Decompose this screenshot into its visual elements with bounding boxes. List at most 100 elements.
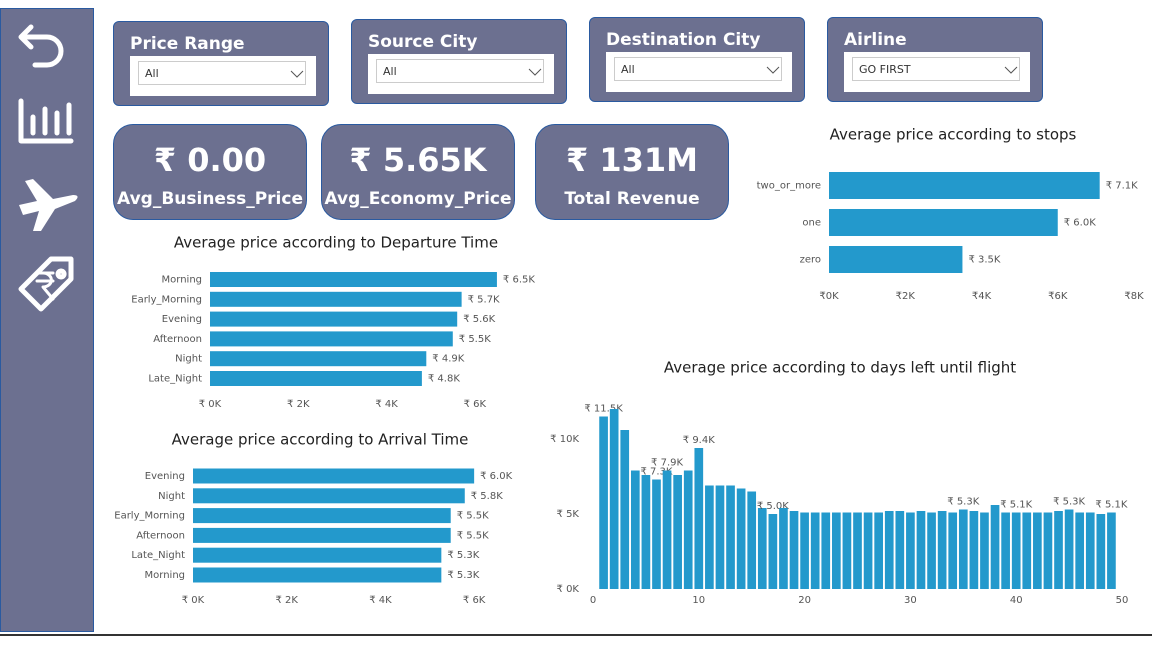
bar [210,311,458,327]
chart-title: Average price according to Arrival Time [172,431,469,449]
category-label: Afternoon [136,530,185,541]
data-label: ₹ 6.0K [1064,218,1096,229]
bar [193,488,465,504]
dropdown-arrow [766,66,780,74]
data-label: ₹ 5.3K [947,497,979,508]
bar [715,485,725,589]
dropdown-arrow [528,68,542,76]
bar [829,172,1100,199]
kpi-label: Avg_Business_Price [117,189,303,209]
data-label: ₹ 5.5K [457,511,489,522]
filter-label: Destination City [606,30,761,50]
filter[interactable]: Destination City All [589,17,805,102]
bar [1075,512,1085,589]
bar [210,371,422,386]
category-label: Late_Night [148,374,202,385]
filter[interactable]: Airline GO FIRST [827,17,1043,102]
filter[interactable]: Price Range All [113,21,329,106]
x-tick-label: ₹ 4K [369,595,392,606]
category-label: Afternoon [153,334,202,345]
back-icon[interactable] [18,24,64,68]
bar [1011,512,1021,589]
bar [193,508,451,524]
bar [620,430,630,589]
y-tick-label: ₹ 0K [557,584,580,595]
bar [1085,512,1095,589]
filter-value[interactable]: All [614,57,782,81]
data-label: ₹ 5.1K [1095,500,1127,511]
category-label: Evening [145,471,185,482]
bar [779,508,788,589]
bar [958,509,968,589]
filter-label: Price Range [130,34,245,54]
kpi-card: ₹ 0.00 Avg_Business_Price [113,124,307,220]
bar [990,505,1000,589]
flight-icon[interactable] [19,179,78,231]
x-tick-label: 20 [798,595,811,606]
data-label: ₹ 5.1K [1000,500,1032,511]
x-tick-label: ₹ 6K [463,595,486,606]
filter[interactable]: Source City All [351,19,567,104]
y-tick-label: ₹ 10K [550,434,579,445]
chart-title: Average price according to days left unt… [664,359,1016,377]
filter-value[interactable]: GO FIRST [852,57,1020,81]
bar [895,511,905,589]
bar [736,488,746,589]
bar [800,512,809,589]
bar [884,511,894,589]
x-tick-label: ₹0K [819,291,839,302]
category-label: two_or_more [757,181,821,192]
data-label: ₹ 7.3K [640,467,672,478]
bar [969,511,979,589]
y-tick-label: ₹ 5K [557,509,580,520]
x-tick-label: ₹8K [1124,291,1144,302]
filter-value[interactable]: All [138,61,306,85]
bottom-border [0,634,1152,636]
x-tick-label: ₹4K [972,291,992,302]
data-label: ₹ 5.6K [463,314,495,325]
category-label: Late_Night [131,550,185,561]
bar [948,512,958,589]
filter-value[interactable]: All [376,59,544,83]
x-tick-label: ₹ 2K [287,399,310,410]
bar [768,514,778,589]
x-tick-label: ₹6K [1048,291,1068,302]
bar [747,491,757,589]
bar [874,512,883,589]
category-label: zero [800,255,821,266]
data-label: ₹ 5.3K [447,550,479,561]
category-label: Night [158,491,185,502]
bar [1001,512,1010,589]
bar [1107,512,1116,589]
data-label: ₹ 5.5K [457,530,489,541]
x-tick-label: 0 [590,595,596,606]
bar [210,331,453,347]
x-tick-label: 40 [1010,595,1023,606]
filter-label: Source City [368,32,478,52]
x-tick-label: ₹ 4K [375,399,398,410]
kpi-card: ₹ 131M Total Revenue [535,124,729,220]
category-label: Early_Morning [131,294,202,305]
x-tick-label: ₹2K [896,291,916,302]
report-icon[interactable] [18,98,74,144]
kpi-card: ₹ 5.65K Avg_Economy_Price [321,124,515,220]
data-label: ₹ 6.0K [480,471,512,482]
data-label: ₹ 5.7K [468,294,500,305]
bar [193,468,475,484]
bar [193,527,451,543]
bar [193,547,442,563]
bar [1043,512,1053,589]
category-label: one [802,218,821,229]
data-label: ₹ 3.5K [968,255,1000,266]
tag-icon[interactable] [18,256,74,312]
bar [683,470,693,589]
bar [1022,512,1032,589]
dropdown-arrow [290,70,304,78]
chart-title: Average price according to stops [830,126,1077,144]
sidebar-icons [18,24,78,312]
bar [1033,512,1042,589]
bar [193,567,442,583]
data-label: ₹ 5.3K [1053,497,1085,508]
bar [916,511,926,589]
